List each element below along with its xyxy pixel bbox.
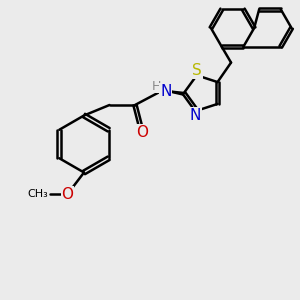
Text: O: O (61, 187, 74, 202)
Text: H: H (152, 80, 162, 93)
Text: O: O (136, 125, 148, 140)
Text: N: N (160, 84, 172, 99)
Text: CH₃: CH₃ (27, 189, 48, 199)
Text: N: N (190, 108, 201, 123)
Text: S: S (193, 63, 202, 78)
